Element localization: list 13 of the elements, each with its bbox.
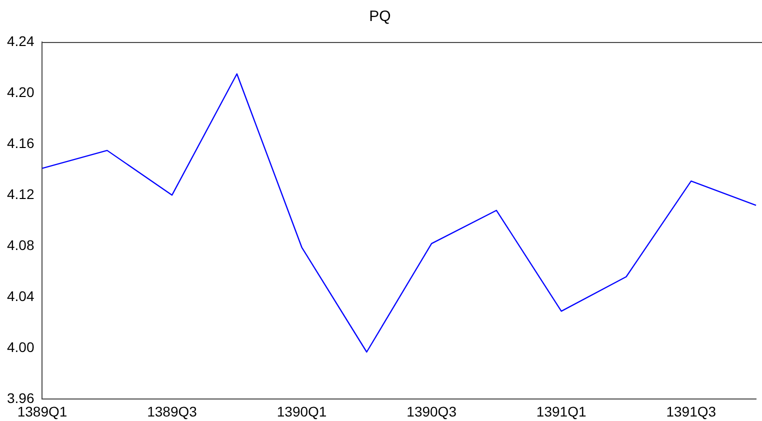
y-tick-label: 4.12 bbox=[7, 186, 34, 202]
x-tick-label: 1390Q3 bbox=[406, 403, 457, 420]
y-tick-label: 4.20 bbox=[7, 84, 34, 100]
x-tick-label: 1391Q3 bbox=[666, 403, 716, 420]
x-tick-label: 1391Q1 bbox=[536, 403, 586, 420]
chart-title: PQ bbox=[369, 8, 391, 26]
x-tick-label: 1389Q3 bbox=[147, 403, 198, 420]
y-tick-label: 4.00 bbox=[7, 339, 34, 356]
y-tick-label: 4.08 bbox=[7, 236, 34, 253]
y-tick-label: 4.16 bbox=[7, 134, 34, 151]
y-tick-label: 4.04 bbox=[7, 288, 34, 304]
x-tick-label: 1390Q1 bbox=[276, 403, 327, 420]
y-tick-label: 4.24 bbox=[7, 32, 34, 49]
